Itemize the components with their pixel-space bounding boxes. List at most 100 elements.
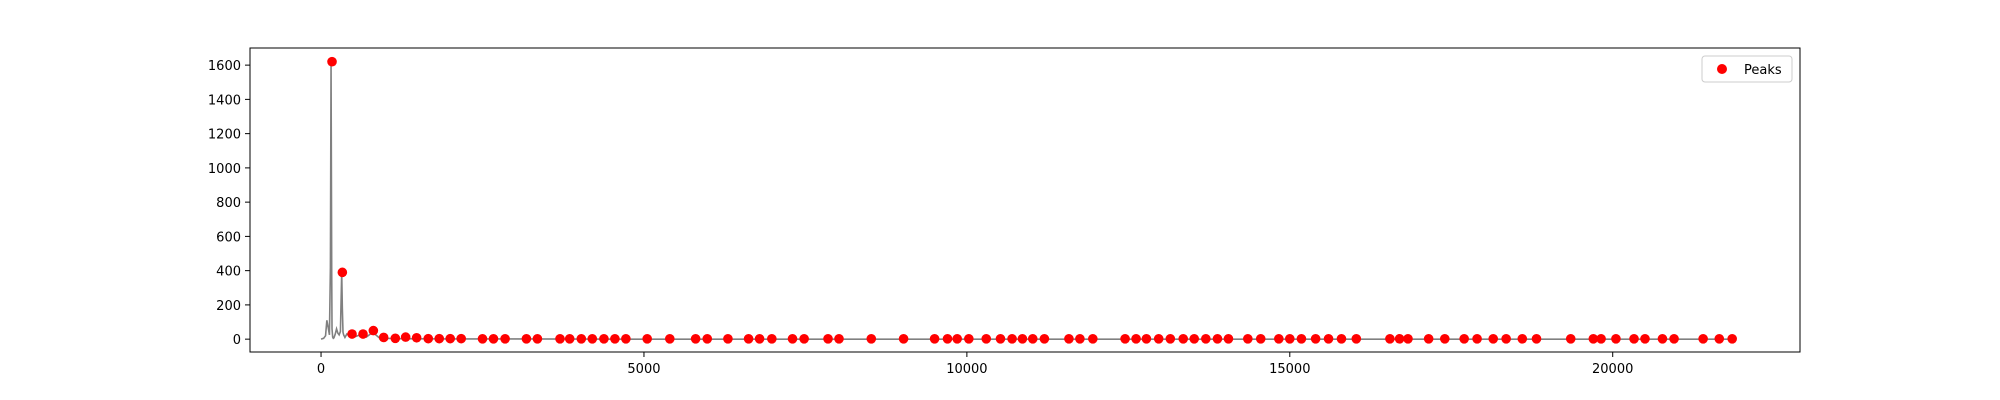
peak-point bbox=[1296, 334, 1307, 344]
legend-marker-peaks bbox=[1717, 64, 1727, 74]
peak-point bbox=[1714, 334, 1725, 344]
peak-point bbox=[327, 56, 337, 67]
peak-point bbox=[1284, 334, 1295, 344]
y-tick-label: 1600 bbox=[208, 59, 241, 74]
peak-point bbox=[532, 334, 543, 344]
y-tick-label: 1200 bbox=[208, 128, 241, 143]
peak-point bbox=[1243, 334, 1253, 344]
peak-point bbox=[799, 334, 809, 344]
x-tick-label: 20000 bbox=[1592, 362, 1633, 377]
peak-point bbox=[358, 329, 368, 339]
y-tick-label: 400 bbox=[216, 265, 241, 280]
peak-point bbox=[866, 334, 877, 344]
peak-point bbox=[368, 325, 379, 336]
peak-point bbox=[1629, 334, 1639, 344]
peak-point bbox=[834, 334, 844, 344]
peak-point bbox=[587, 334, 598, 344]
peak-point bbox=[964, 334, 974, 344]
peak-point bbox=[1310, 334, 1321, 344]
peak-point bbox=[1212, 334, 1223, 344]
peak-point bbox=[754, 334, 765, 344]
peak-point bbox=[1223, 334, 1234, 344]
peak-point bbox=[787, 334, 798, 344]
peak-point bbox=[1201, 334, 1211, 344]
peak-point bbox=[1439, 334, 1450, 344]
legend: Peaks bbox=[1701, 55, 1793, 83]
peak-point bbox=[1323, 334, 1334, 344]
peak-point bbox=[477, 334, 488, 344]
peak-point bbox=[621, 334, 631, 344]
peak-point bbox=[599, 334, 609, 344]
peak-point bbox=[743, 334, 754, 344]
peak-point bbox=[488, 334, 499, 344]
y-tick-label: 1000 bbox=[208, 162, 241, 177]
plot-area bbox=[320, 56, 1737, 344]
peak-point bbox=[500, 334, 510, 344]
peak-point bbox=[690, 334, 701, 344]
peak-point bbox=[1336, 334, 1347, 344]
peak-point bbox=[1027, 334, 1038, 344]
peak-point bbox=[1064, 334, 1074, 344]
peak-point bbox=[1351, 334, 1362, 344]
peak-point bbox=[1120, 334, 1130, 344]
peak-point bbox=[1178, 334, 1189, 344]
peak-point bbox=[929, 334, 940, 344]
peak-point bbox=[521, 334, 532, 344]
peak-point bbox=[898, 334, 909, 344]
peak-point bbox=[390, 333, 401, 344]
peak-point bbox=[642, 334, 652, 344]
peak-point bbox=[1131, 334, 1141, 344]
peak-point bbox=[1007, 334, 1017, 344]
peak-point bbox=[1657, 334, 1668, 344]
peak-point bbox=[1611, 334, 1621, 344]
y-tick-label: 600 bbox=[216, 230, 241, 245]
x-tick-label: 10000 bbox=[946, 362, 987, 377]
peak-point bbox=[400, 332, 411, 342]
peak-point bbox=[1459, 334, 1469, 344]
x-tick-label: 15000 bbox=[1269, 362, 1310, 377]
peak-point bbox=[378, 332, 389, 343]
peak-point bbox=[1531, 334, 1542, 344]
peak-point bbox=[1403, 334, 1413, 344]
peak-point bbox=[767, 334, 777, 344]
peak-point bbox=[1588, 334, 1599, 344]
peak-point bbox=[337, 267, 348, 278]
legend-box bbox=[1701, 55, 1793, 83]
peak-point bbox=[1039, 334, 1050, 344]
peak-point bbox=[1669, 334, 1679, 344]
peak-point bbox=[1517, 334, 1528, 344]
x-tick-label: 5000 bbox=[627, 362, 660, 377]
peak-point bbox=[1255, 334, 1266, 344]
peak-point bbox=[1088, 334, 1098, 344]
peak-point bbox=[995, 334, 1006, 344]
peak-point bbox=[1698, 334, 1708, 344]
peak-point bbox=[1640, 334, 1650, 344]
peak-point bbox=[1394, 334, 1405, 344]
y-tick-label: 1400 bbox=[208, 93, 241, 108]
peak-point bbox=[1153, 334, 1164, 344]
peak-point bbox=[1423, 334, 1434, 344]
peak-point bbox=[1189, 334, 1200, 344]
y-tick-label: 800 bbox=[216, 196, 241, 211]
series-line-0 bbox=[320, 61, 1736, 340]
x-tick-label: 0 bbox=[317, 362, 325, 377]
peak-point bbox=[1501, 334, 1511, 344]
legend-label-peaks: Peaks bbox=[1744, 63, 1782, 78]
peak-point bbox=[981, 334, 992, 344]
peak-point bbox=[952, 334, 962, 344]
peak-point bbox=[1165, 334, 1176, 344]
peak-point bbox=[702, 334, 713, 344]
peak-point bbox=[564, 334, 575, 344]
peak-point bbox=[445, 333, 456, 344]
peak-point bbox=[1075, 334, 1085, 344]
peak-point bbox=[1385, 334, 1395, 344]
peak-point bbox=[456, 333, 466, 344]
peak-point bbox=[1141, 334, 1152, 344]
peak-point bbox=[434, 333, 445, 344]
peak-point bbox=[555, 334, 565, 344]
peak-point bbox=[423, 333, 434, 344]
peak-point bbox=[723, 334, 733, 344]
peak-point bbox=[1488, 334, 1499, 344]
